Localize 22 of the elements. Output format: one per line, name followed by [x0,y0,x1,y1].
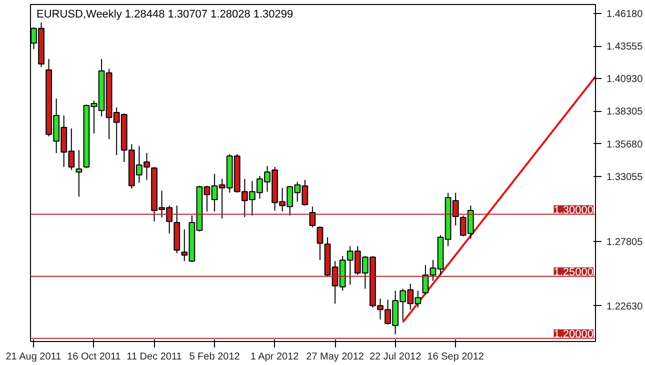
x-tick-label: 11 Dec 2011 [126,352,182,362]
y-tick-label: 1.43555 [606,42,644,53]
ref-line-label: 1.25000 [554,266,594,278]
x-tick-label: 27 May 2012 [306,352,364,362]
y-tick-label: 1.22630 [606,301,644,312]
y-tick-label: 1.27805 [606,237,644,248]
chart-title: EURUSD,Weekly 1.28448 1.30707 1.28028 1.30299 [36,8,294,20]
x-tick-label: 16 Sep 2012 [427,352,484,362]
x-tick-label: 22 Jul 2012 [369,352,422,362]
ref-line-label: 1.20000 [554,328,594,340]
x-tick-label: 5 Feb 2012 [189,352,240,362]
y-tick-label: 1.46180 [606,8,644,20]
y-tick-label: 1.40930 [606,74,644,86]
ref-line-label: 1.30000 [554,204,594,216]
y-tick-label: 1.35680 [606,139,644,150]
candlestick [316,226,324,261]
candlestick [76,150,82,198]
x-tick-label: 16 Oct 2011 [67,352,122,362]
y-tick-label: 1.38305 [606,106,644,118]
x-tick-label: 1 Apr 2012 [250,352,300,362]
y-tick-label: 1.33055 [606,172,644,183]
x-tick-label: 21 Aug 2011 [6,352,62,362]
